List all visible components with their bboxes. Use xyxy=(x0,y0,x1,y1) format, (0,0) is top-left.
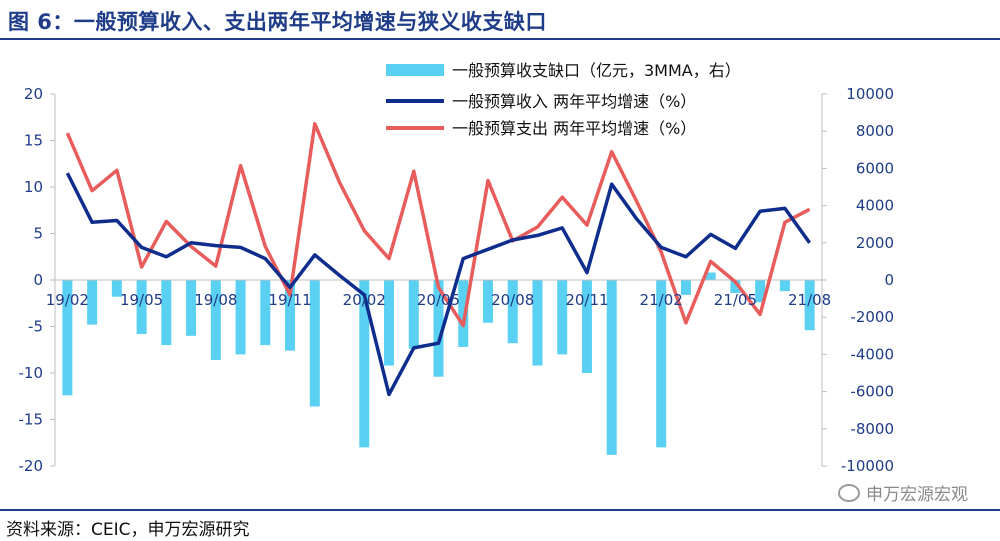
y-left-tick-label: 10 xyxy=(24,178,43,196)
y-right-tick-label: -8000 xyxy=(850,420,894,438)
bar-series xyxy=(62,272,815,455)
y-left-tick-label: 20 xyxy=(24,85,43,103)
source-note: 资料来源：CEIC，申万宏源研究 xyxy=(6,520,250,540)
line-series xyxy=(65,122,812,397)
bar-gap xyxy=(309,280,320,407)
line-revenue xyxy=(65,172,812,397)
y-right-tick-label: 4000 xyxy=(856,197,894,215)
legend-label-revenue: 一般预算收入 两年平均增速（%） xyxy=(452,92,696,111)
y-left-tick-label: 5 xyxy=(33,225,43,243)
y-left-tick-label: 0 xyxy=(33,271,43,289)
x-tick-label: 19/11 xyxy=(268,291,311,309)
bar-gap xyxy=(285,280,296,351)
bar-gap xyxy=(62,280,73,396)
legend-label-expenditure: 一般预算支出 两年平均增速（%） xyxy=(452,119,696,138)
x-tick-label: 20/08 xyxy=(491,291,534,309)
y-right-tick-label: 10000 xyxy=(846,85,894,103)
bar-gap xyxy=(730,280,741,294)
y-left-tick-label: -5 xyxy=(28,318,43,336)
bar-gap xyxy=(680,280,691,295)
bar-gap xyxy=(136,280,147,334)
y-left-tick-label: -15 xyxy=(19,411,44,429)
bar-gap xyxy=(656,280,667,448)
x-tick-label: 21/02 xyxy=(640,291,683,309)
bar-gap xyxy=(260,280,271,346)
wechat-icon xyxy=(838,483,860,502)
x-tick-label: 21/08 xyxy=(788,291,831,309)
x-tick-label: 21/05 xyxy=(714,291,757,309)
bar-gap xyxy=(433,280,444,377)
bar-gap xyxy=(482,280,493,323)
bar-gap xyxy=(804,280,815,331)
bar-gap xyxy=(779,280,790,292)
y-right-tick-label: 6000 xyxy=(856,159,894,177)
bar-gap xyxy=(235,280,246,355)
x-tick-label: 19/02 xyxy=(46,291,89,309)
legend-swatch-gap xyxy=(386,64,444,76)
source-divider xyxy=(0,509,1000,511)
bar-gap xyxy=(87,280,98,325)
x-tick-label: 20/02 xyxy=(343,291,386,309)
y-right-tick-label: -2000 xyxy=(850,308,894,326)
bar-gap xyxy=(606,280,617,455)
bar-gap xyxy=(359,280,370,448)
bar-gap xyxy=(458,280,469,347)
title-divider xyxy=(0,38,1000,40)
legend-label-gap: 一般预算收支缺口（亿元，3MMA，右） xyxy=(452,61,741,80)
bar-gap xyxy=(557,280,568,355)
bar-gap xyxy=(210,280,221,360)
watermark: 申万宏源宏观 xyxy=(838,480,968,505)
bar-gap xyxy=(408,280,419,349)
bar-gap xyxy=(581,280,592,373)
bar-gap xyxy=(705,272,716,280)
bar-gap xyxy=(384,280,395,366)
y-right-tick-label: 0 xyxy=(884,271,894,289)
y-right-tick-label: 8000 xyxy=(856,122,894,140)
bar-gap xyxy=(161,280,172,346)
y-right-tick-label: 2000 xyxy=(856,234,894,252)
x-tick-label: 19/05 xyxy=(120,291,163,309)
y-tick-labels: 20 15 10 5 0 -5 -10 -15 -20 10000 8000 6000 4000 2000… xyxy=(19,85,895,475)
y-right-tick-label: -4000 xyxy=(850,345,894,363)
y-left-tick-label: -20 xyxy=(19,457,44,475)
bar-gap xyxy=(186,280,197,336)
watermark-text: 申万宏源宏观 xyxy=(866,485,968,505)
x-tick-label: 20/11 xyxy=(565,291,608,309)
x-tick-label: 20/05 xyxy=(417,291,460,309)
x-tick-label: 19/08 xyxy=(194,291,237,309)
line-expenditure xyxy=(65,122,811,328)
y-left-tick-label: 15 xyxy=(24,132,43,150)
y-left-tick-label: -10 xyxy=(19,364,44,382)
bar-gap xyxy=(507,280,518,344)
bar-gap xyxy=(755,280,766,303)
legend: 一般预算收支缺口（亿元，3MMA，右） 一般预算收入 两年平均增速（%） 一般预… xyxy=(386,61,741,138)
bar-gap xyxy=(111,280,122,297)
x-tick-labels: 19/02 19/05 19/08 19/11 20/02 20/05 20/08 20/11… xyxy=(46,291,831,309)
chart-title: 图 6：一般预算收入、支出两年平均增速与狭义收支缺口 xyxy=(8,10,547,34)
y-right-tick-label: -6000 xyxy=(850,383,894,401)
bar-gap xyxy=(532,280,543,366)
y-right-tick-label: -10000 xyxy=(841,457,894,475)
